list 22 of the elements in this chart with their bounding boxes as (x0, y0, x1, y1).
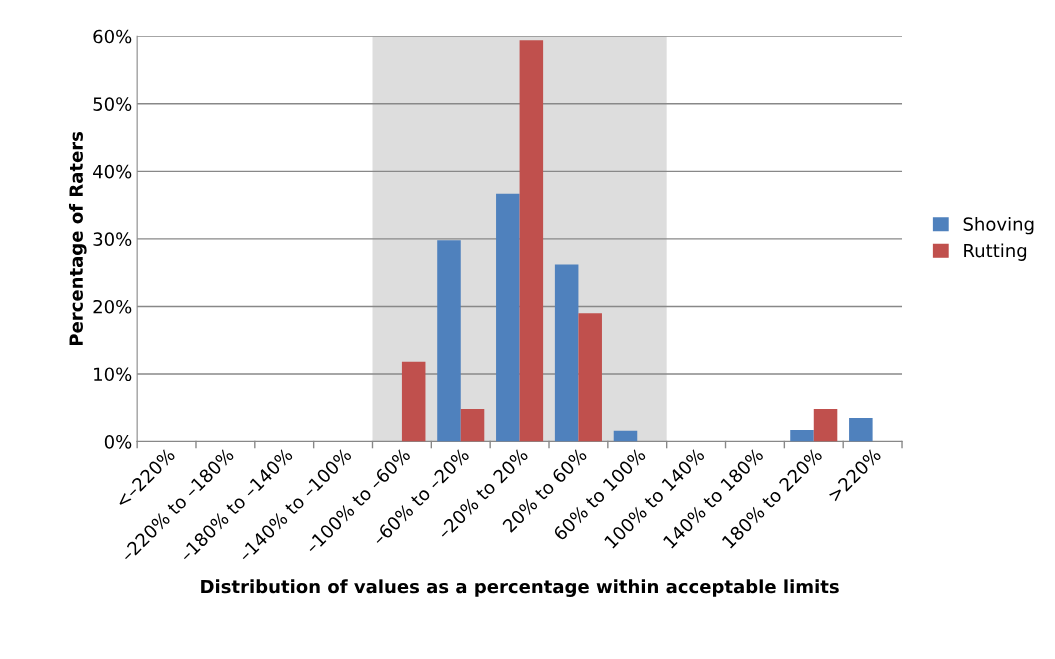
bar (554, 264, 579, 442)
y-tick-label: 10% (94, 367, 132, 382)
bar (613, 430, 638, 442)
y-tick-label: 40% (93, 164, 132, 179)
y-tick-label: 20% (93, 299, 132, 314)
legend-label: Shoving (963, 216, 1034, 235)
y-tick-label: 0% (104, 434, 132, 449)
bar (460, 409, 485, 442)
bar (578, 313, 602, 442)
x-axis-title: Distribution of values as a percentage within acceptable limits (201, 579, 839, 597)
bar (849, 417, 873, 442)
bar (437, 240, 461, 442)
bar (813, 409, 838, 442)
bar (519, 40, 544, 442)
y-tick-label: 50% (93, 97, 132, 111)
legend-label: Rutting (964, 243, 1027, 261)
y-tick-label: 30% (93, 232, 132, 246)
y-axis-title: Percentage of Raters (68, 131, 87, 346)
bar (401, 361, 426, 442)
bar (496, 193, 520, 442)
y-tick-label: 60% (93, 29, 132, 44)
bar (790, 430, 814, 442)
